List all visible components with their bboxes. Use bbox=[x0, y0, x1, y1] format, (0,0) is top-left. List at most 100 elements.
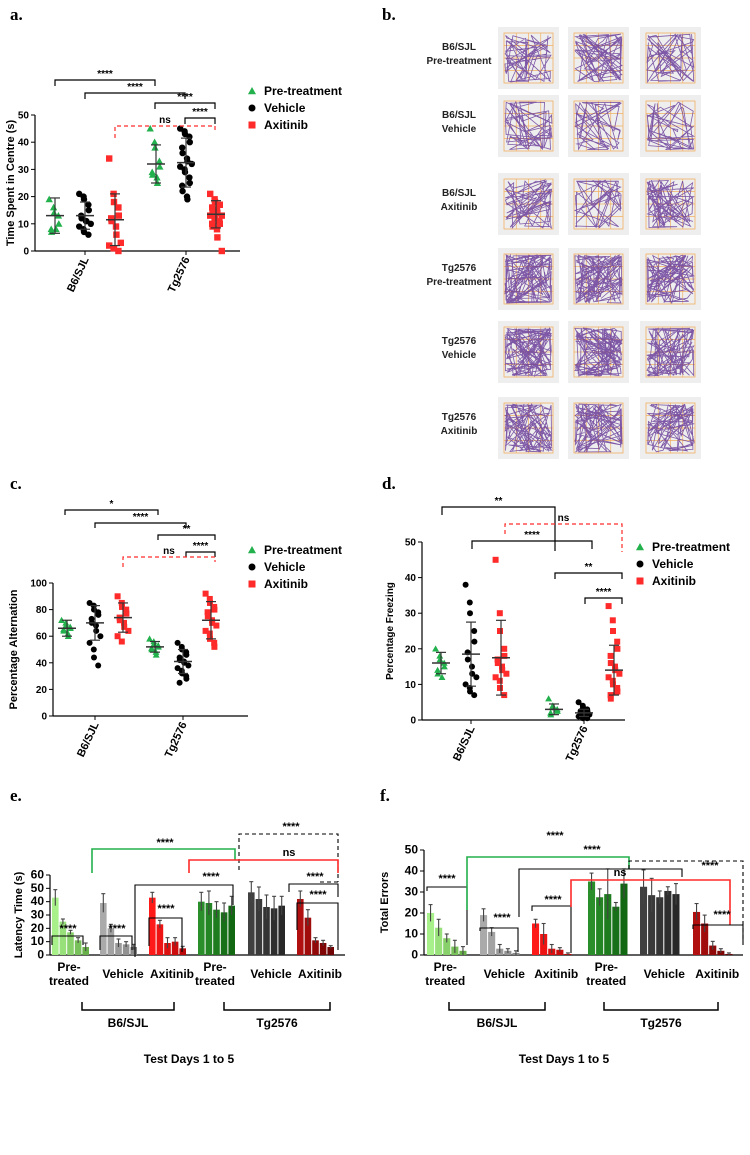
chart-c-point bbox=[97, 633, 104, 640]
chart-d-sig-bracket bbox=[471, 540, 593, 549]
track-row-treatment: Vehicle bbox=[441, 349, 477, 361]
chart-e-group-label: Vehicle bbox=[250, 967, 292, 981]
chart-d-point bbox=[496, 610, 503, 617]
chart-c-point bbox=[148, 646, 156, 653]
chart-f-bar bbox=[664, 890, 672, 955]
chart-d-sig-bracket-label: ** bbox=[585, 562, 593, 573]
chart-f-y-tick-label: 20 bbox=[405, 906, 419, 920]
chart-c-y-tick-label: 40 bbox=[36, 658, 48, 669]
track-plot-arena bbox=[498, 397, 559, 459]
chart-e-bar bbox=[115, 943, 122, 955]
chart-c-y-tick-label: 0 bbox=[41, 712, 47, 723]
chart-d-y-tick-label: 50 bbox=[405, 538, 417, 549]
chart-f-bar bbox=[620, 883, 628, 955]
track-plot-arena bbox=[498, 173, 559, 235]
chart-c-point bbox=[202, 627, 209, 634]
chart-d-point bbox=[471, 692, 478, 699]
chart-e-bar bbox=[304, 917, 312, 955]
chart-f-strain-bracket bbox=[448, 1002, 546, 1011]
chart-d-point bbox=[616, 670, 623, 677]
track-plot-arena bbox=[568, 95, 629, 157]
chart-c-point bbox=[204, 609, 211, 616]
chart-d-sig-bracket-label: ns bbox=[558, 513, 570, 524]
chart-e-bar bbox=[74, 940, 82, 955]
chart-d-point bbox=[436, 656, 444, 663]
chart-e-y-tick-label: 50 bbox=[31, 881, 45, 895]
chart-a-point bbox=[85, 231, 92, 238]
chart-a-y-tick-label: 10 bbox=[18, 219, 30, 230]
chart-d-point bbox=[501, 645, 508, 652]
chart-c-point bbox=[211, 643, 218, 650]
chart-a-point bbox=[148, 168, 156, 176]
chart-d-point bbox=[545, 695, 553, 702]
chart-d-y-tick-label: 20 bbox=[405, 644, 417, 655]
chart-e-sig-label: **** bbox=[202, 871, 220, 883]
chart-a-y-tick-label: 50 bbox=[18, 111, 30, 122]
chart-c-point bbox=[213, 622, 220, 629]
track-plot-arena bbox=[498, 95, 559, 157]
chart-f-bar bbox=[435, 927, 443, 955]
chart-e-bar bbox=[107, 928, 115, 955]
chart-a-point bbox=[85, 201, 92, 208]
chart-c-x-tick-label: B6/SJL bbox=[75, 720, 102, 759]
chart-a-legend-pre: Pre-treatment bbox=[264, 84, 342, 98]
chart-e-group-label: treated bbox=[49, 974, 89, 988]
chart-d-point bbox=[462, 581, 469, 588]
chart-a-point bbox=[87, 220, 95, 227]
chart-a-point bbox=[85, 207, 93, 214]
chart-d-sig-bracket-label: **** bbox=[524, 530, 540, 541]
panel-label-a: a. bbox=[10, 5, 23, 24]
chart-a-point bbox=[110, 245, 118, 252]
chart-d-point bbox=[494, 660, 501, 667]
chart-e-y-tick-label: 10 bbox=[31, 934, 45, 948]
chart-e-bar bbox=[278, 905, 285, 955]
chart-d-point bbox=[467, 688, 473, 695]
chart-d-point bbox=[497, 684, 503, 691]
chart-a-y-tick-label: 40 bbox=[18, 138, 30, 149]
chart-e-bar bbox=[164, 943, 171, 955]
chart-a-point bbox=[216, 220, 223, 227]
chart-e-bar bbox=[156, 924, 164, 955]
chart-d-sig-bracket-label: ** bbox=[495, 496, 503, 507]
chart-a-point bbox=[108, 217, 115, 225]
chart-e-sig-label: **** bbox=[156, 837, 174, 849]
chart-c-sig-bracket bbox=[94, 522, 187, 528]
chart-a-point bbox=[179, 144, 186, 151]
track-row-strain: Tg2576 bbox=[441, 263, 477, 274]
chart-c-legend-marker bbox=[248, 563, 256, 571]
track-plot-path bbox=[503, 32, 554, 84]
chart-e-group-label: Axitinib bbox=[298, 967, 342, 981]
track-row-strain: B6/SJL bbox=[442, 42, 476, 53]
chart-c-point bbox=[86, 639, 93, 646]
chart-e-bar bbox=[130, 947, 137, 955]
chart-d-legend-marker bbox=[636, 560, 644, 568]
chart-c-point bbox=[176, 679, 183, 686]
chart-e-group-label: Pre- bbox=[203, 960, 226, 974]
chart-a-point bbox=[153, 173, 161, 181]
chart-d-legend-marker bbox=[636, 577, 644, 585]
chart-d-point bbox=[432, 645, 440, 652]
chart-f-sig-bracket bbox=[628, 860, 744, 941]
chart-a-point bbox=[50, 209, 58, 216]
track-plot-path bbox=[573, 253, 624, 305]
chart-c-sig-bracket-label: **** bbox=[133, 512, 149, 523]
chart-a-legend-marker bbox=[247, 86, 257, 95]
chart-d-point bbox=[438, 673, 446, 681]
chart-a-sig-bracket-label: **** bbox=[97, 69, 113, 80]
chart-e-sig-label: **** bbox=[306, 871, 324, 883]
chart-d-point bbox=[440, 663, 448, 670]
chart-d-point bbox=[499, 663, 505, 670]
chart-a-point bbox=[218, 247, 225, 255]
chart-c-point bbox=[93, 627, 100, 634]
chart-a-point bbox=[179, 149, 186, 157]
chart-f-bar bbox=[701, 923, 709, 955]
chart-c-point bbox=[183, 675, 190, 682]
chart-f-bar bbox=[588, 881, 596, 955]
chart-c-sig-bracket bbox=[64, 509, 159, 515]
chart-c-point bbox=[123, 610, 130, 617]
track-plot-arena bbox=[498, 248, 559, 310]
chart-c-point bbox=[202, 590, 209, 597]
chart-a-point bbox=[207, 212, 214, 219]
chart-c-point bbox=[204, 613, 211, 620]
chart-a-point bbox=[211, 215, 219, 222]
